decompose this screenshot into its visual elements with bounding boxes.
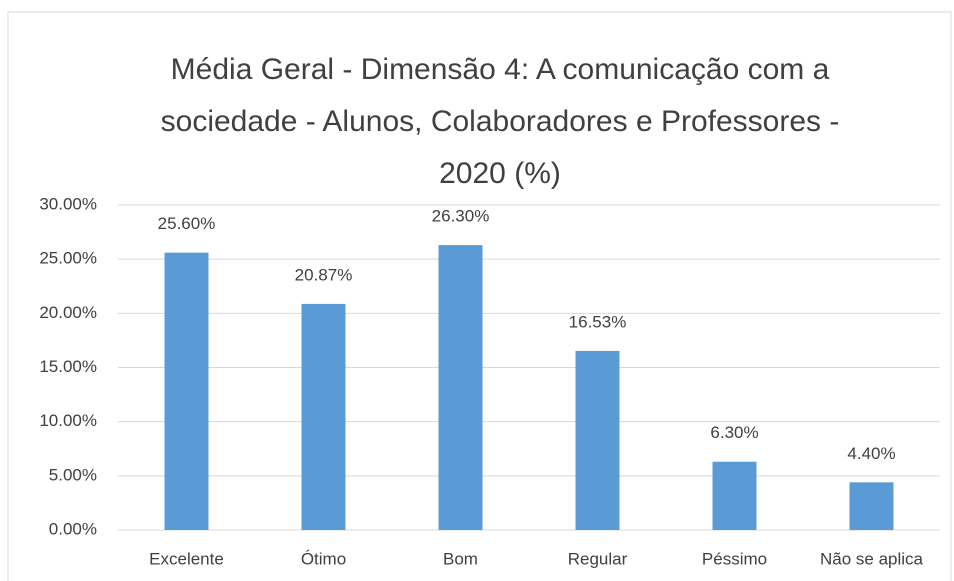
y-tick-label: 15.00%: [39, 357, 97, 376]
y-tick-label: 20.00%: [39, 303, 97, 322]
x-tick-label: Ótimo: [301, 549, 346, 568]
y-tick-label: 10.00%: [39, 411, 97, 430]
bar: [575, 350, 620, 530]
bar: [438, 245, 483, 531]
data-label: 6.30%: [710, 423, 758, 442]
x-tick-label: Excelente: [149, 549, 224, 568]
x-tick-label: Péssimo: [702, 549, 767, 568]
bar: [164, 252, 209, 530]
data-label: 20.87%: [295, 265, 353, 284]
x-tick-label: Não se aplica: [820, 549, 924, 568]
x-tick-label: Regular: [568, 549, 628, 568]
chart-title: Média Geral - Dimensão 4: A comunicação …: [160, 53, 840, 190]
bar: [712, 461, 757, 530]
y-tick-label: 25.00%: [39, 249, 97, 268]
data-label: 25.60%: [158, 214, 216, 233]
x-tick-label: Bom: [443, 549, 478, 568]
y-tick-label: 5.00%: [49, 465, 97, 484]
chart-border: [7, 11, 952, 581]
data-label: 4.40%: [847, 444, 895, 463]
y-tick-label: 30.00%: [39, 194, 97, 213]
data-label: 16.53%: [569, 312, 627, 331]
data-label: 26.30%: [432, 207, 490, 226]
y-tick-label: 0.00%: [49, 519, 97, 538]
bar: [849, 482, 894, 530]
bar: [301, 303, 346, 530]
